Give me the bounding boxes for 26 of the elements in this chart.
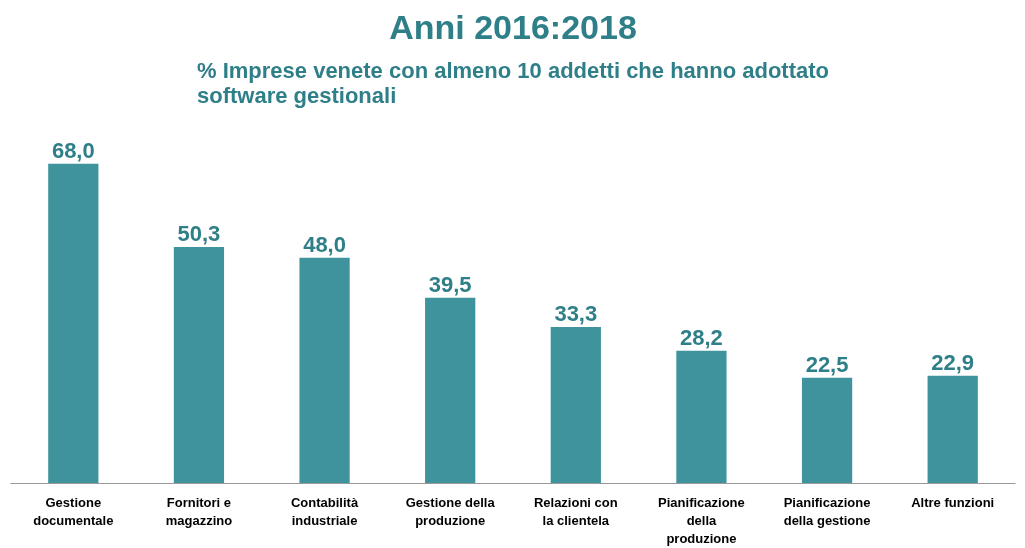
chart-subtitle: % Imprese venete con almeno 10 addetti che hanno adottato software gestionali <box>196 57 830 108</box>
data-label: 48,0 <box>303 231 346 257</box>
x-tick-label: Gestione documentale <box>33 494 114 528</box>
x-tick-label: Contabilità industriale <box>290 494 359 528</box>
data-label: 68,0 <box>51 137 95 163</box>
bar <box>173 246 225 484</box>
x-tick-label: Pianificazione della gestione <box>783 494 871 528</box>
data-label: 28,2 <box>680 324 723 350</box>
data-label: 39,5 <box>428 271 472 297</box>
chart-title: Anni 2016:2018 <box>389 7 637 46</box>
x-tick-label: Gestione della produzione <box>405 494 496 528</box>
bar <box>801 377 853 484</box>
x-tick-label: Altre funzioni <box>911 494 995 510</box>
x-tick-label: Fornitori e magazzino <box>165 494 233 528</box>
bar <box>550 326 601 484</box>
data-label: 50,3 <box>177 220 221 246</box>
bar <box>927 375 978 484</box>
bar <box>425 297 476 484</box>
data-label: 33,3 <box>554 300 598 326</box>
x-tick-label: Relazioni con la clientela <box>533 494 618 528</box>
bar <box>299 257 350 484</box>
data-label: 22,9 <box>931 349 975 375</box>
bar <box>676 350 727 484</box>
data-label: 22,5 <box>805 351 849 377</box>
bar <box>48 163 99 484</box>
x-tick-label: Pianificazione della produzione <box>658 494 745 546</box>
